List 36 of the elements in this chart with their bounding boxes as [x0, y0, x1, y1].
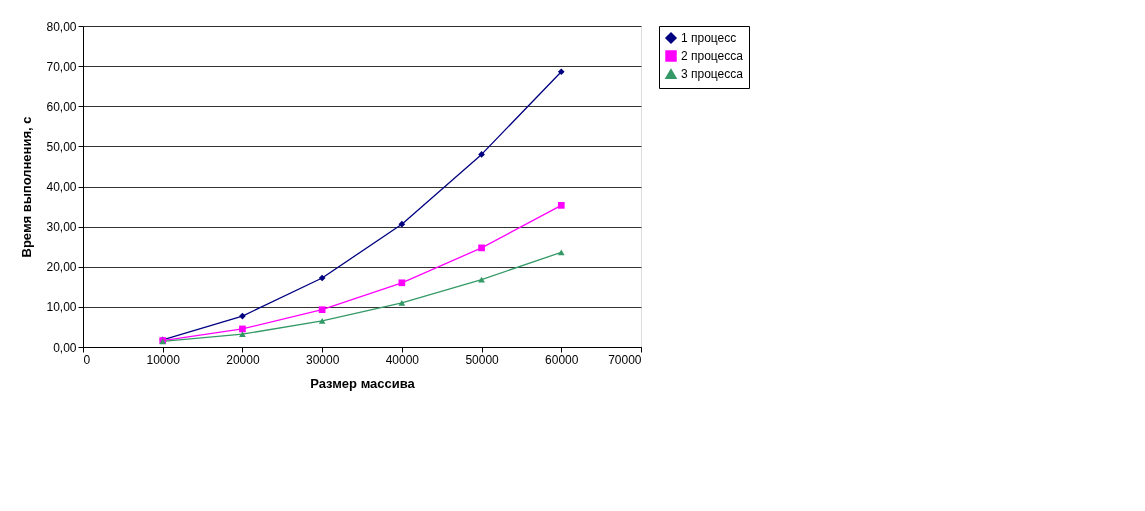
point [318, 274, 326, 282]
point [398, 220, 406, 228]
legend-label: 1 процесс [681, 31, 737, 45]
y-tick-label: 20,00 [46, 260, 77, 275]
y-tick-label: 60,00 [46, 99, 77, 114]
legend-label: 2 процесса [681, 49, 744, 63]
point [398, 279, 406, 287]
y-tick-label: 70,00 [46, 59, 77, 74]
x-tick-label: 50000 [465, 352, 500, 367]
y-tick-label: 80,00 [46, 19, 77, 34]
point [478, 244, 485, 252]
x-tick-label: 40000 [385, 352, 420, 367]
y-tick-label: 10,00 [46, 300, 77, 315]
x-tick-label: 10000 [146, 352, 181, 367]
point [318, 318, 326, 324]
point [557, 249, 565, 256]
x-tick-label: 30000 [305, 352, 340, 367]
point [478, 151, 485, 158]
point [318, 306, 326, 314]
point [239, 312, 246, 320]
x-tick-label: 20000 [226, 352, 260, 367]
legend-label: 3 процесса [681, 67, 744, 81]
y-tick-label: 0,00 [53, 340, 77, 355]
point [398, 299, 406, 306]
y-tick-label: 50,00 [46, 139, 77, 154]
x-tick-label: 60000 [545, 352, 579, 367]
x-tick-label: 0 [83, 352, 91, 367]
y-tick-label: 30,00 [46, 220, 77, 235]
point [239, 331, 246, 338]
x-axis-title: Размер массива [310, 375, 416, 391]
point [557, 68, 565, 76]
x-tick-label: 70000 [608, 352, 642, 367]
point [557, 202, 565, 209]
point [239, 325, 246, 333]
y-tick-label: 40,00 [46, 180, 77, 194]
y-axis-title: Время выполнения, с [19, 116, 35, 258]
